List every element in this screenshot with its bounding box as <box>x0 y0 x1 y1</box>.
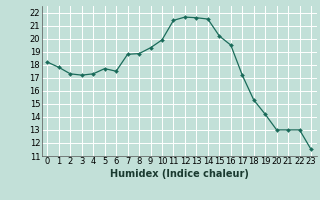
X-axis label: Humidex (Indice chaleur): Humidex (Indice chaleur) <box>110 169 249 179</box>
